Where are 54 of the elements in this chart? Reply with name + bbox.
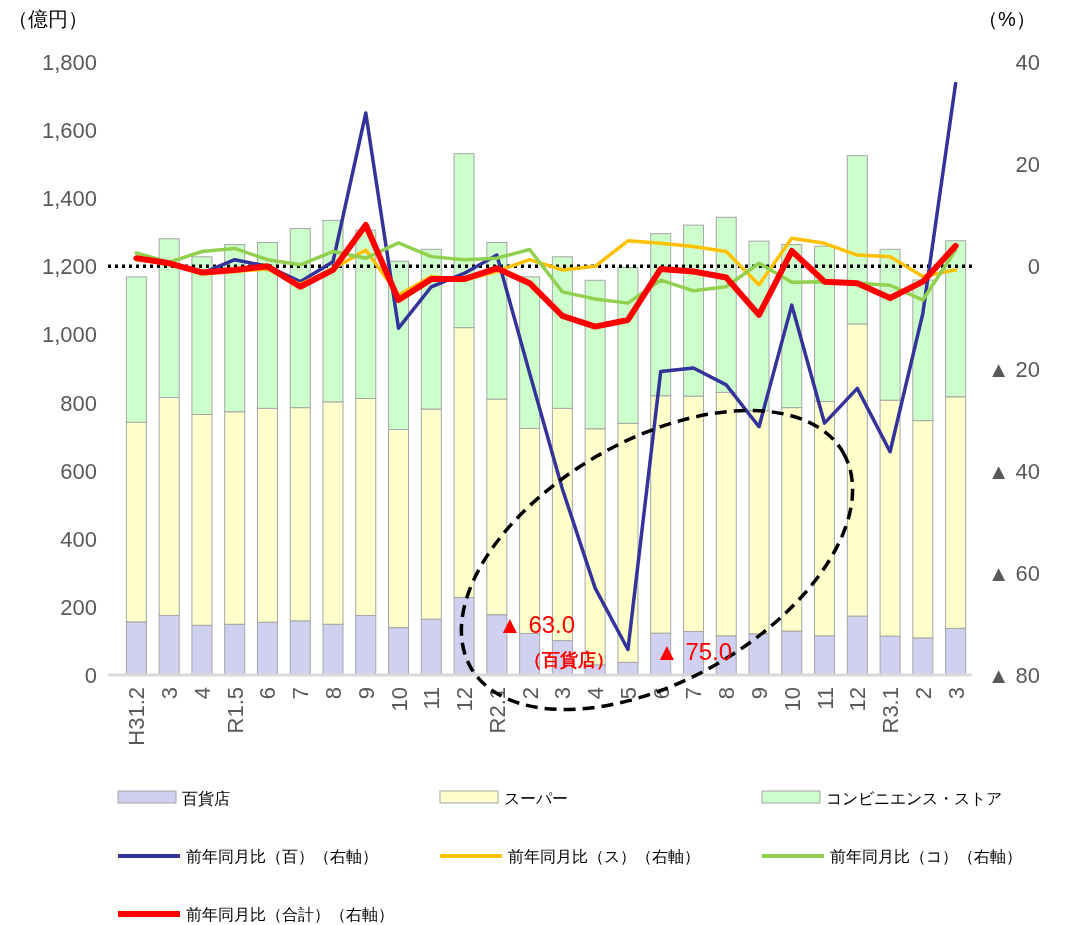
y-tick-label: 1,200 [41,254,97,280]
y2-tick-label: 40 [1015,50,1040,75]
y2-tick-label: ▲ 20 [987,356,1040,382]
legend-label: スーパー [504,790,568,807]
x-tick-label: 10 [779,687,805,712]
x-tick-label: 2 [517,687,543,700]
y2-tick-label: ▲ 80 [987,663,1040,688]
y2-tick-label: 0 [1027,254,1040,280]
x-tick-label: 5 [615,687,641,700]
x-tick-label: 3 [157,687,183,700]
y-tick-label: 600 [60,458,97,484]
y2-tick-label: ▲ 60 [987,560,1040,586]
y-tick-label: 1,000 [41,322,97,348]
legend-label: 前年同月比（百）（右軸） [186,848,378,865]
x-tick-label: R3.1 [878,687,904,734]
x-tick-label: 11 [419,687,445,710]
y-tick-label: 1,400 [41,186,97,212]
x-tick-label: 12 [452,687,478,712]
y2-axis-title: （%） [978,8,1036,30]
x-tick-label: 6 [255,687,281,700]
x-tick-label: 7 [681,687,707,700]
y-tick-label: 0 [84,663,97,688]
y-tick-label: 1,800 [41,50,97,75]
x-tick-label: R2.1 [484,687,510,734]
y2-tick-label: ▲ 40 [987,458,1040,484]
x-tick-label: 4 [189,687,215,700]
x-tick-label: 3 [550,687,576,700]
x-tick-label: H31.2 [124,687,150,746]
legend-label: 百貨店 [182,790,230,807]
x-tick-label: 4 [583,687,609,700]
y-tick-label: 200 [60,594,97,620]
x-tick-label: 8 [714,687,740,700]
x-tick-label: 10 [386,687,412,712]
y-tick-label: 400 [60,526,97,552]
x-tick-label: 11 [812,687,838,710]
x-tick-label: R1.5 [222,687,248,734]
x-tick-label: 7 [288,687,314,700]
x-tick-label: 8 [321,687,346,700]
x-tick-label: 9 [747,687,772,700]
y2-tick-label: 20 [1015,152,1040,178]
legend-label: 前年同月比（ス）（右軸） [508,848,700,865]
legend-label: 前年同月比（合計）（右軸） [186,906,394,923]
annotation: （百貨店） [524,650,614,670]
legend-label: 前年同月比（コ）（右軸） [830,848,1022,865]
x-tick-label: 2 [910,687,936,700]
x-tick-label: 9 [353,687,379,700]
y-axis-title: （億円） [8,8,88,30]
y-tick-label: 1,600 [41,118,97,144]
y-tick-label: 800 [60,390,97,416]
x-tick-label: 12 [845,687,871,712]
legend-label: コンビニエンス・ストア [826,790,1002,807]
annotation: ▲ 75.0 [655,638,733,665]
x-tick-label: 3 [943,687,969,700]
annotation: ▲ 63.0 [498,611,576,638]
